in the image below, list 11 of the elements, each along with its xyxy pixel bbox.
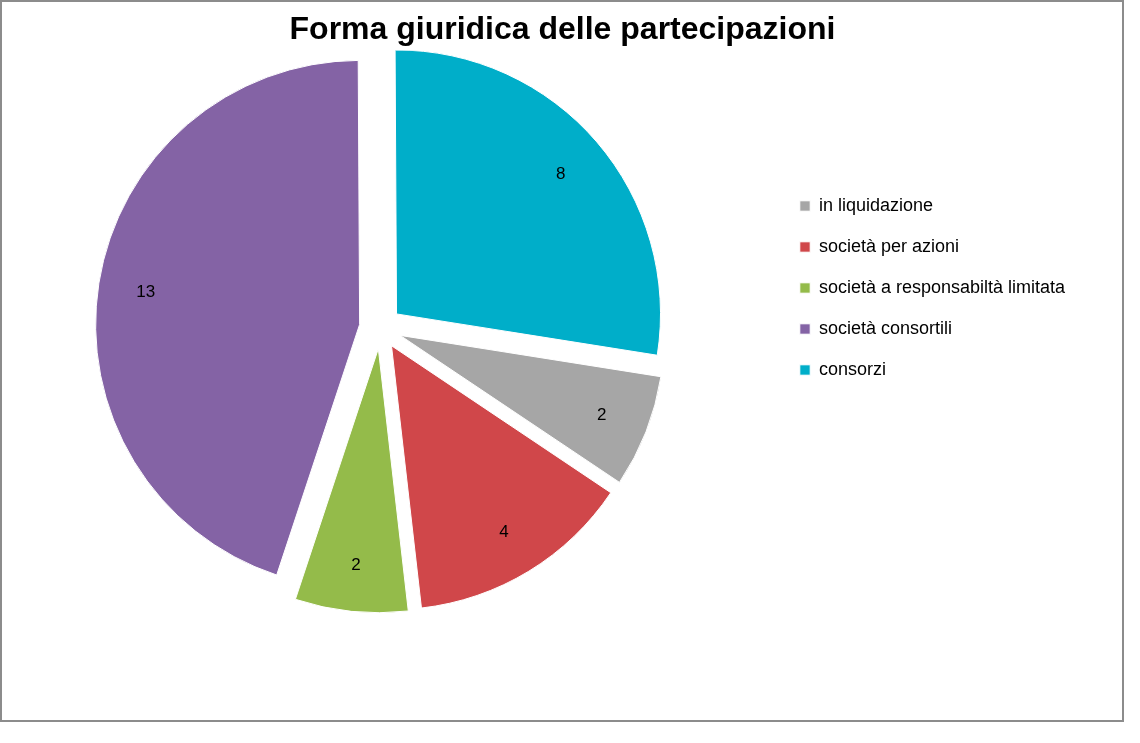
- legend-label: società per azioni: [819, 236, 960, 257]
- data-label: 8: [556, 163, 566, 183]
- legend-label: in liquidazione: [819, 195, 934, 216]
- legend-label: società a responsabiltà limitata: [819, 277, 1066, 298]
- chart-title: Forma giuridica delle partecipazioni: [289, 9, 836, 46]
- data-label: 2: [351, 555, 361, 575]
- legend-label: società consortili: [819, 318, 953, 339]
- data-label: 2: [596, 405, 607, 425]
- data-label: 4: [499, 521, 509, 541]
- data-label: 13: [136, 281, 156, 301]
- legend-label: consorzi: [819, 359, 887, 380]
